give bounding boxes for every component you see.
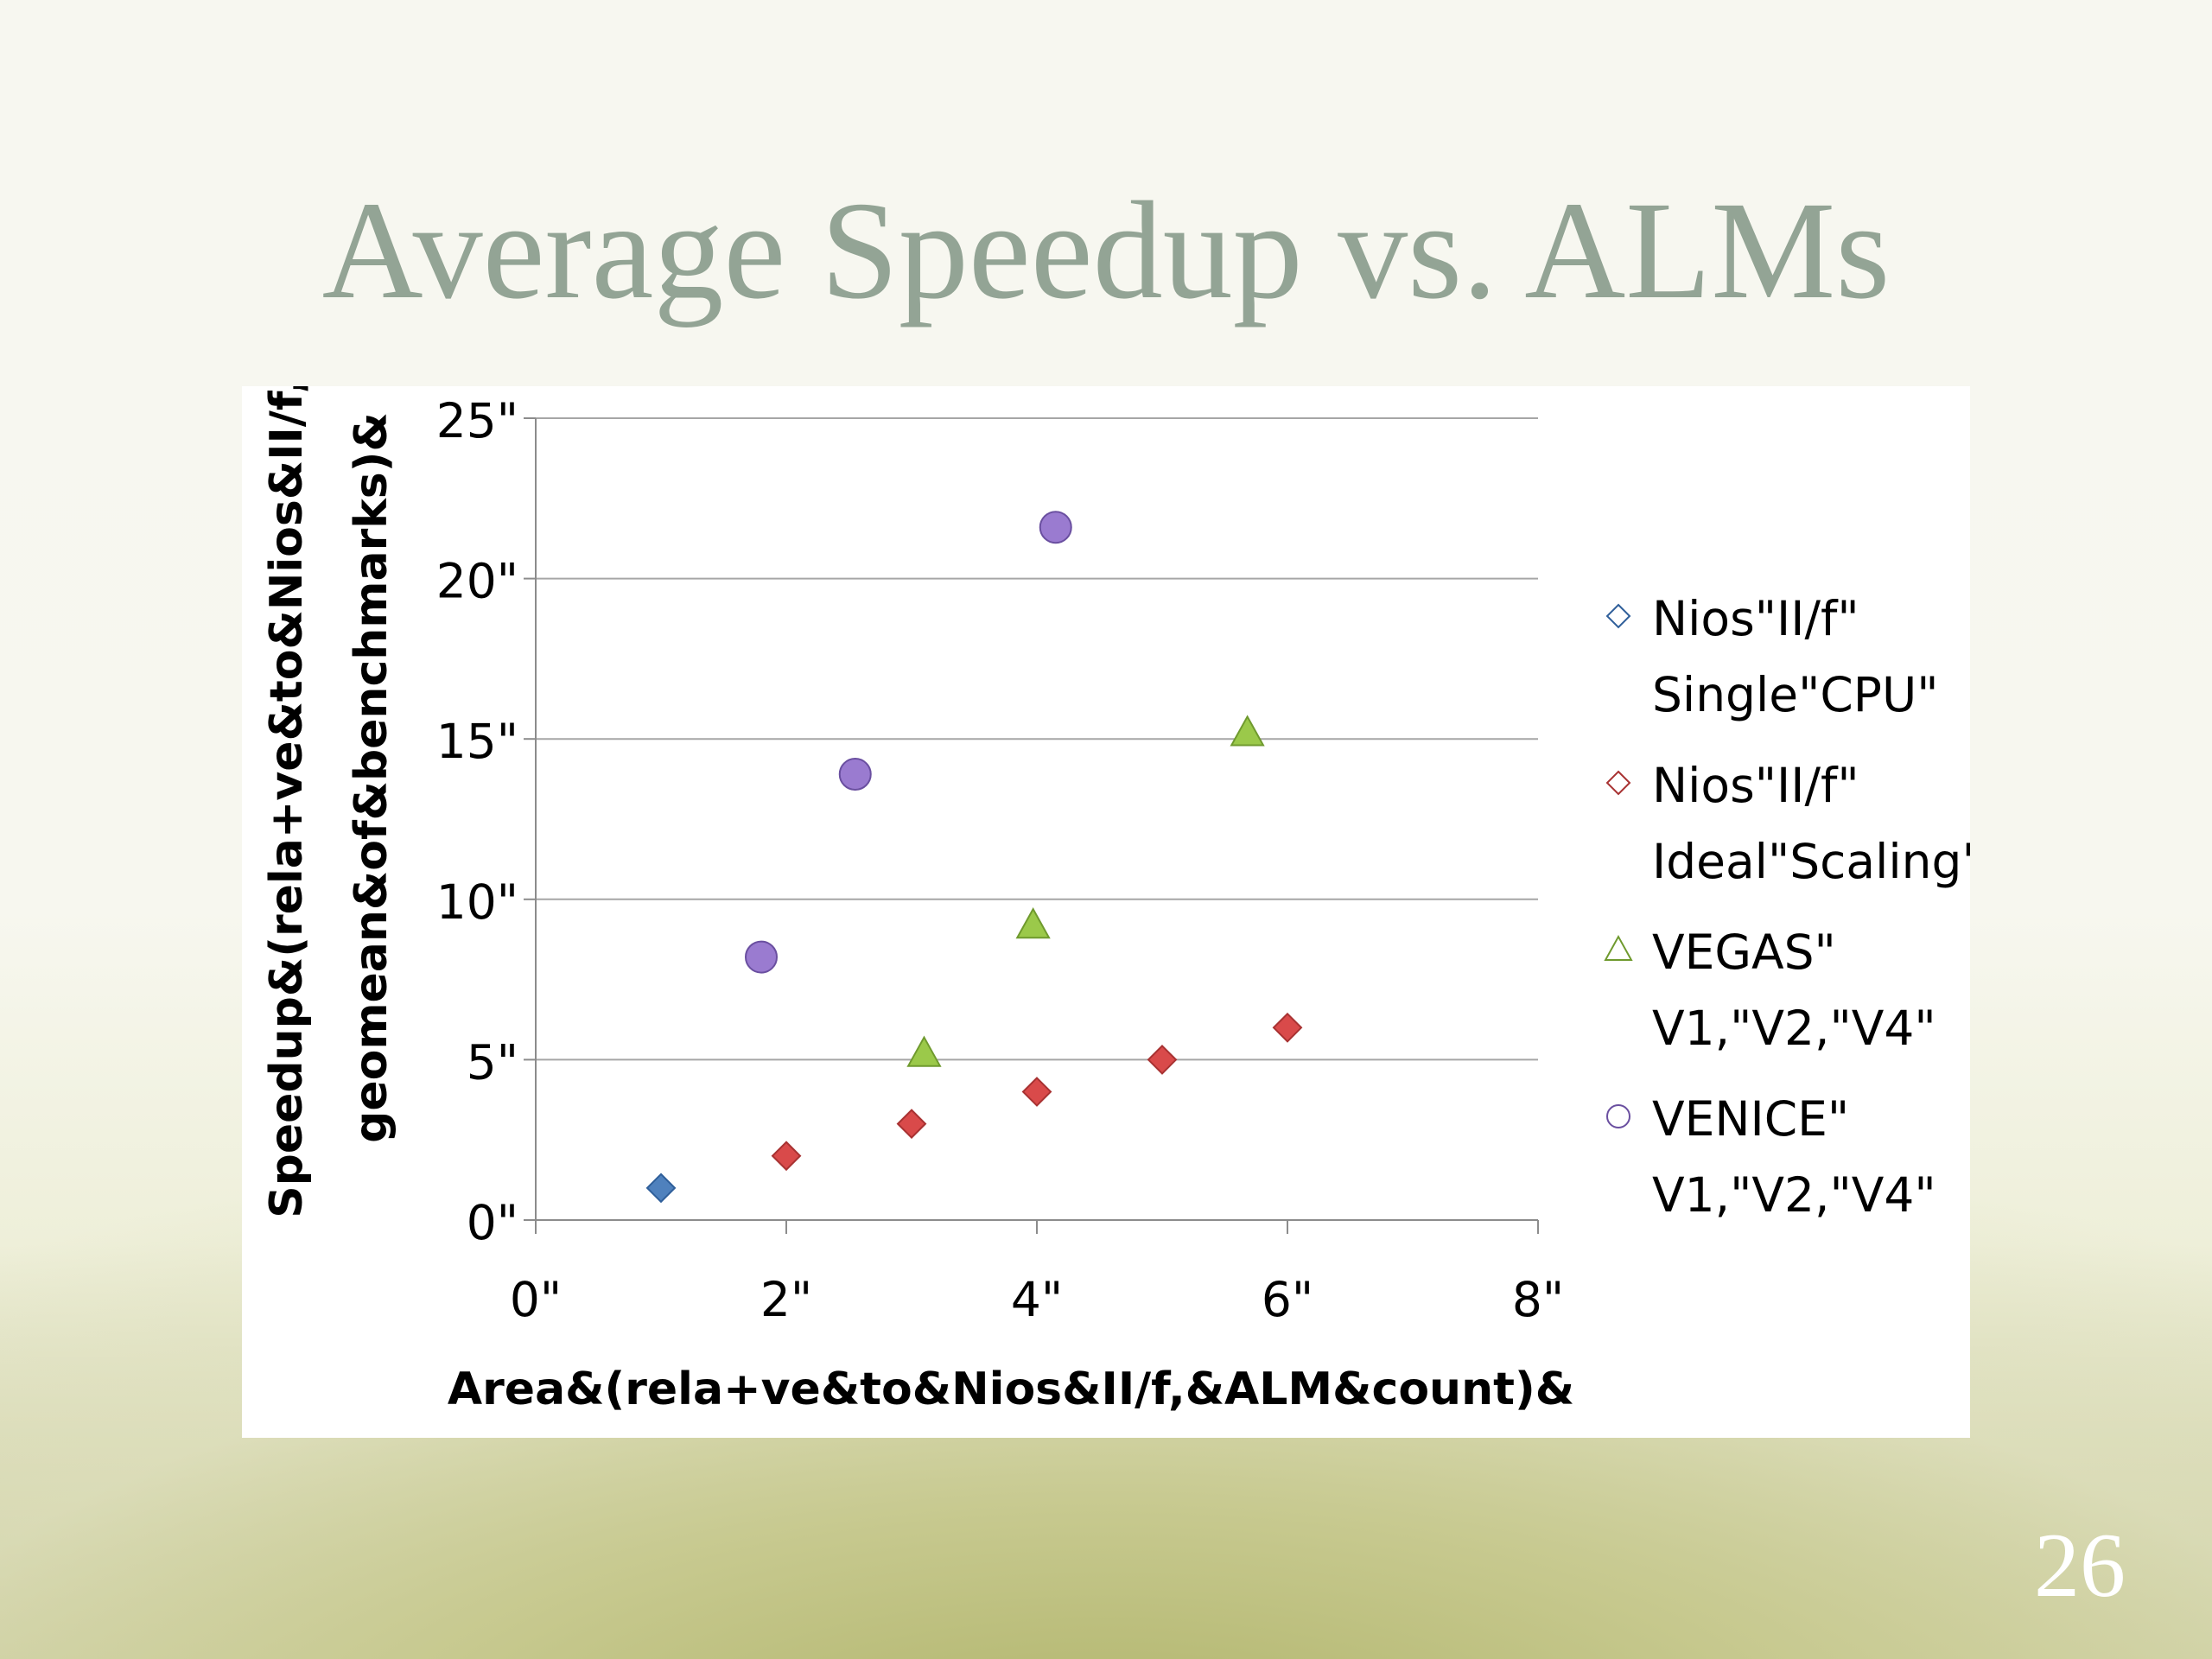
page-number: 26 — [2034, 1515, 2126, 1616]
legend-label: V1,"V2,"V4" — [1652, 1167, 1936, 1223]
data-point-triangle — [1015, 907, 1051, 939]
scatter-chart: 0" 5" 10" 15" 20" 25" 0" 2" 4" 6" 8" Nios"II/f" Sin… — [261, 386, 1970, 1415]
data-point-diamond — [1021, 1077, 1052, 1107]
data-point-diamond — [896, 1109, 927, 1140]
data-point-diamond — [1147, 1044, 1178, 1075]
chart-panel: 0" 5" 10" 15" 20" 25" 0" 2" 4" 6" 8" Nios"II/f" Sin… — [242, 386, 1970, 1438]
x-tick-label: 2" — [760, 1272, 812, 1327]
x-axis-title: Area&(rela+ve&to&Nios&II/f,&ALM&count)& — [448, 1363, 1574, 1415]
data-point-triangle — [906, 1035, 942, 1067]
legend-marker-triangle — [1604, 934, 1633, 961]
y-tick-label: 0" — [467, 1195, 518, 1250]
axes — [524, 417, 1539, 1234]
y-tick-label: 25" — [436, 393, 518, 448]
y-tick-label: 20" — [436, 554, 518, 609]
x-tick-label: 0" — [510, 1272, 562, 1327]
y-tick-label: 5" — [467, 1034, 518, 1090]
legend-marker-diamond — [1605, 603, 1631, 629]
y-axis-title-line-1: Speedup&(rela+ve&to&Nios&II/f,& — [261, 386, 313, 1218]
legend-marker-diamond — [1605, 770, 1631, 796]
data-point-triangle — [1230, 715, 1265, 747]
legend-label: VENICE" — [1652, 1091, 1849, 1147]
data-point-diamond — [1272, 1012, 1303, 1043]
slide-title: Average Speedup vs. ALMs — [321, 174, 1891, 328]
data-point-circle — [838, 758, 872, 791]
x-tick-label: 8" — [1512, 1272, 1564, 1327]
y-axis-title-line-2: geomean&of&benchmarks)& — [346, 412, 397, 1143]
data-point-diamond — [771, 1141, 802, 1172]
legend-label: VEGAS" — [1652, 925, 1836, 980]
data-points — [645, 511, 1303, 1204]
legend-label: V1,"V2,"V4" — [1652, 1001, 1936, 1056]
legend-label: Single"CPU" — [1652, 667, 1939, 722]
legend-label: Nios"II/f" — [1652, 758, 1859, 813]
legend: Nios"II/f" Single"CPU" Nios"II/f" Ideal"Sca… — [1604, 591, 1970, 1223]
x-tick-label: 6" — [1262, 1272, 1313, 1327]
data-point-diamond — [645, 1173, 677, 1204]
tick-labels: 0" 5" 10" 15" 20" 25" 0" 2" 4" 6" 8" — [436, 393, 1564, 1327]
legend-marker-circle — [1606, 1104, 1630, 1128]
data-point-circle — [1039, 511, 1072, 544]
legend-label: Ideal"Scaling" — [1652, 834, 1970, 889]
data-point-circle — [745, 940, 778, 974]
y-tick-label: 15" — [436, 714, 518, 769]
legend-label: Nios"II/f" — [1652, 591, 1859, 646]
y-tick-label: 10" — [436, 874, 518, 930]
gridlines — [536, 417, 1538, 1061]
x-tick-label: 4" — [1011, 1272, 1063, 1327]
